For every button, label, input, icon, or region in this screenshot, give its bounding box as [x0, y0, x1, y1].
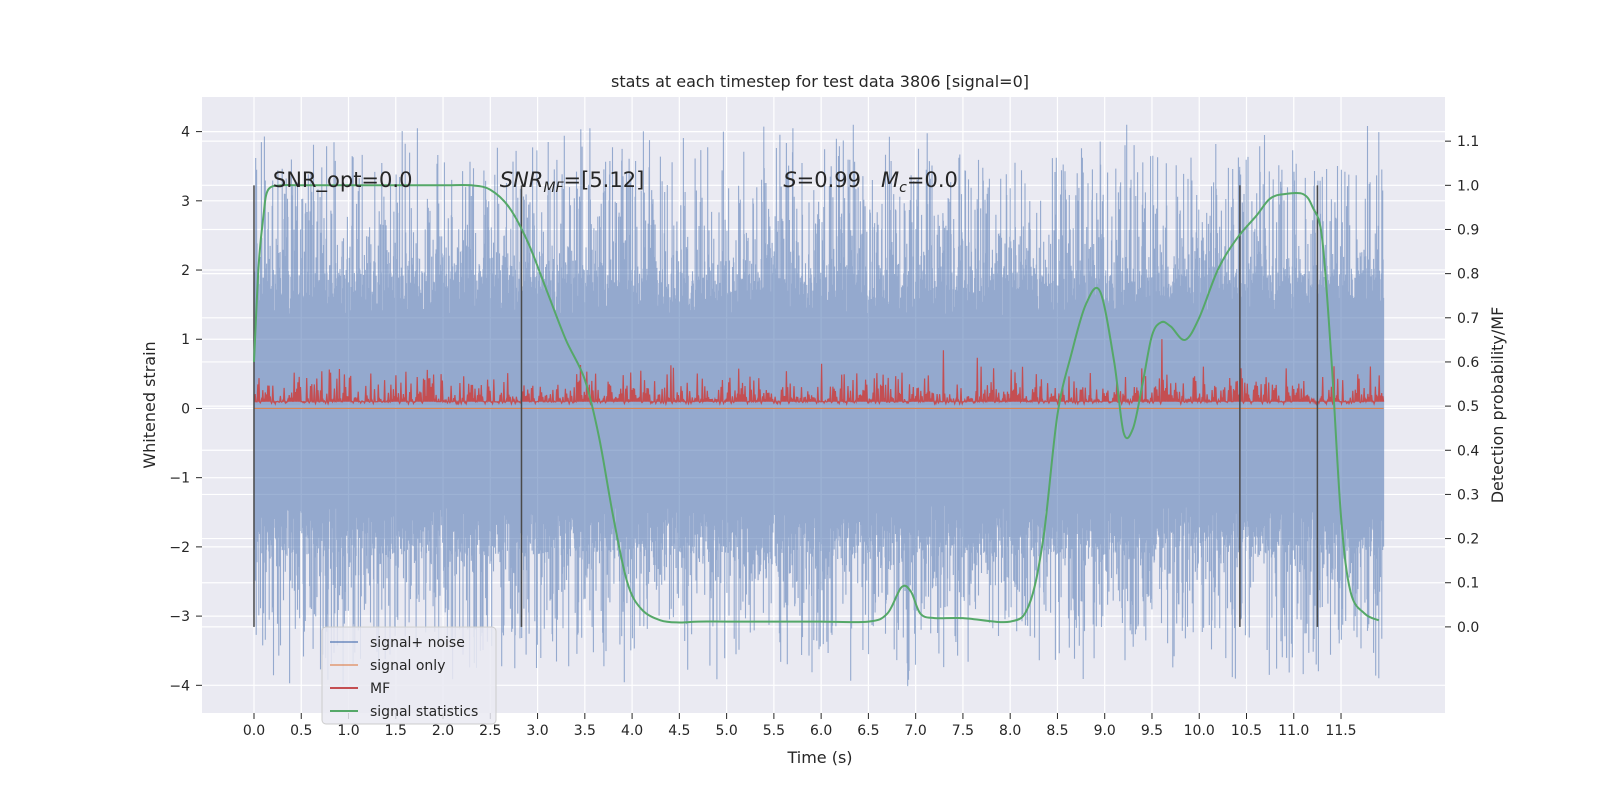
y2-tick-label: 0.3 — [1457, 487, 1479, 503]
snr-opt-annotation: SNR_opt=0.0 — [273, 168, 413, 193]
x-tick-label: 2.0 — [432, 723, 454, 739]
y2-tick-label: 0.8 — [1457, 267, 1479, 283]
y2-tick-label: 0.0 — [1457, 620, 1479, 636]
y-tick-label: −1 — [169, 471, 190, 487]
x-tick-label: 1.5 — [385, 723, 407, 739]
signal-statistics-series — [253, 183, 1380, 624]
legend-label: signal statistics — [370, 704, 478, 720]
y2-axis-label: Detection probability/MF — [1488, 307, 1507, 504]
x-tick-label: 8.5 — [1046, 723, 1068, 739]
y-tick-label: 4 — [181, 125, 190, 141]
x-tick-label: 10.5 — [1231, 723, 1262, 739]
vertical-markers — [253, 185, 1319, 627]
y2-tick-label: 1.0 — [1457, 178, 1479, 194]
x-tick-label: 11.5 — [1325, 723, 1356, 739]
x-tick-label: 0.5 — [290, 723, 312, 739]
x-tick-label: 7.5 — [952, 723, 974, 739]
y-tick-label: −2 — [169, 540, 190, 556]
y2-tick-label: 1.1 — [1457, 134, 1479, 150]
x-tick-label: 9.5 — [1141, 723, 1163, 739]
x-tick-label: 7.0 — [905, 723, 927, 739]
axes: 0.0 0.5 1.0 1.5 2.0 2.5 3.0 3.5 4.0 4.5 5.0 5.5 6.0 6… — [169, 125, 1479, 739]
x-axis-label: Time (s) — [786, 748, 852, 767]
x-tick-label: 3.0 — [526, 723, 548, 739]
snr-mf-annotation: SNRMF=[5.12] — [500, 168, 645, 196]
y-tick-label: 2 — [181, 263, 190, 279]
x-tick-label: 6.5 — [857, 723, 879, 739]
y-tick-label: −4 — [169, 678, 190, 694]
y-tick-label: 3 — [181, 194, 190, 210]
x-tick-label: 4.5 — [668, 723, 690, 739]
x-tick-label: 11.0 — [1278, 723, 1309, 739]
y-tick-label: 0 — [181, 401, 190, 417]
x-tick-label: 1.0 — [337, 723, 359, 739]
chart-title: stats at each timestep for test data 380… — [611, 72, 1029, 91]
y2-tick-label: 0.2 — [1457, 532, 1479, 548]
x-tick-label: 8.0 — [999, 723, 1021, 739]
y2-tick-label: 0.4 — [1457, 443, 1479, 459]
x-tick-label: 9.0 — [1094, 723, 1116, 739]
mf-line — [253, 339, 1385, 407]
signal-statistics-line — [253, 183, 1380, 624]
legend: signal+ noise signal only MF signal statist… — [321, 626, 497, 725]
x-tick-label: 2.5 — [479, 723, 501, 739]
y2-tick-label: 0.7 — [1457, 311, 1479, 327]
stat-mc-annotation: S=0.99 Mc=0.0 — [783, 168, 958, 196]
legend-box — [321, 626, 497, 725]
annotations: SNR_opt=0.0 SNRMF=[5.12] S=0.99 Mc=0.0 — [273, 168, 958, 196]
y-axis-label: Whitened strain — [140, 341, 159, 468]
x-tick-label: 10.0 — [1184, 723, 1215, 739]
legend-label: MF — [370, 681, 390, 697]
x-tick-label: 5.5 — [763, 723, 785, 739]
mf-series — [253, 339, 1385, 407]
y2-tick-label: 0.6 — [1457, 355, 1479, 371]
y-tick-label: −3 — [169, 609, 190, 625]
y2-tick-label: 0.5 — [1457, 399, 1479, 415]
x-tick-label: 4.0 — [621, 723, 643, 739]
legend-label: signal only — [370, 658, 445, 674]
y-tick-label: 1 — [181, 332, 190, 348]
y2-tick-label: 0.9 — [1457, 222, 1479, 238]
x-tick-label: 6.0 — [810, 723, 832, 739]
x-tick-label: 5.0 — [715, 723, 737, 739]
legend-label: signal+ noise — [370, 635, 465, 651]
x-tick-label: 3.5 — [574, 723, 596, 739]
x-tick-label: 0.0 — [243, 723, 265, 739]
y2-tick-label: 0.1 — [1457, 576, 1479, 592]
